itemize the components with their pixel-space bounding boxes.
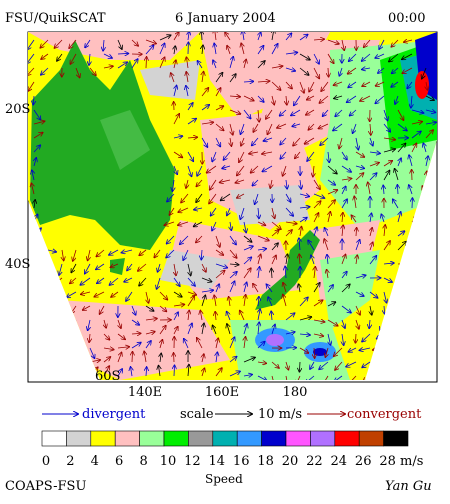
colorbar-swatch [213,431,237,446]
divergent-label: divergent [82,407,146,422]
colorbar-swatch [91,431,115,446]
wind-arrow [132,352,133,362]
colorbar-title: Speed [205,472,243,486]
colorbar-swatch [335,431,359,446]
map [25,29,437,388]
wind-arrow [174,365,175,376]
colorbar-label: 0 [42,454,50,469]
colorbar-label: 12 [184,454,201,469]
colorbar-label: 4 [91,454,99,469]
time: 00:00 [388,11,425,26]
wind-arrow [146,57,147,68]
footer-right: Yan Gu [385,479,432,494]
convergent-label: convergent [347,407,422,422]
wind-arrow [118,53,128,54]
colorbar-swatch [115,431,139,446]
colorbar-label: 6 [115,454,123,469]
colorbar-label: 26 [355,454,372,469]
colorbar-swatch [188,431,212,446]
scale-label: scale [180,407,214,422]
lat-label: 20S [5,102,30,117]
wind-arrow [299,362,300,372]
colorbar-label: 10 [160,454,177,469]
colorbar-label: 20 [282,454,299,469]
colorbar-label: 28 [379,454,396,469]
colorbar-swatch [164,431,188,446]
lat-label: 60S [95,369,120,384]
colorbar-label: 2 [66,454,74,469]
scale-value: 10 m/s [258,407,302,422]
footer-left: COAPS-FSU [5,479,86,494]
lon-label: 180 [283,385,308,400]
lon-label: 160E [205,385,239,400]
date: 6 January 2004 [175,11,276,26]
wind-arrow [355,334,356,343]
colorbar-swatch [42,431,66,446]
colorbar-label: 14 [209,454,226,469]
colorbar-swatch [286,431,310,446]
lat-label: 40S [5,257,30,272]
lon-label: 140E [128,385,162,400]
colorbar-swatch [384,431,408,446]
wind-arrow [201,31,202,40]
colorbar-swatch [262,431,286,446]
colorbar-label: 22 [306,454,323,469]
colorbar-swatch [237,431,261,446]
colorbar-label: 16 [233,454,250,469]
colorbar-swatch [66,431,90,446]
source: FSU/QuikSCAT [5,11,106,26]
colorbar-unit: m/s [400,454,423,469]
colorbar-swatch [310,431,334,446]
colorbar-label: 24 [331,454,348,469]
colorbar-label: 8 [139,454,147,469]
colorbar-swatch [140,431,164,446]
colorbar-swatch [359,431,383,446]
colorbar-label: 18 [257,454,274,469]
